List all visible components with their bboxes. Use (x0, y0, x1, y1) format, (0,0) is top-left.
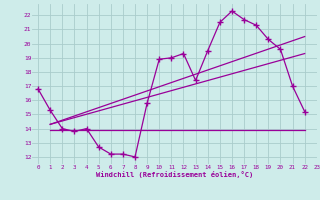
X-axis label: Windchill (Refroidissement éolien,°C): Windchill (Refroidissement éolien,°C) (96, 171, 253, 178)
